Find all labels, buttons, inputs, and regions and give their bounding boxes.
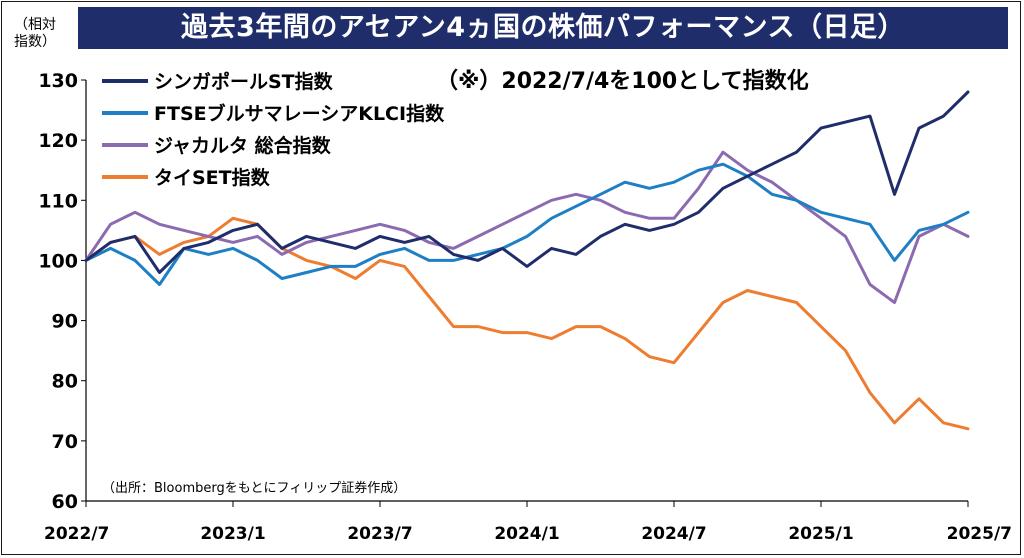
legend-label-0: シンガポールST指数 [154, 70, 334, 93]
legend-label-2: ジャカルタ 総合指数 [154, 134, 332, 157]
series-line-2 [84, 150, 970, 304]
y-tick-label: 120 [38, 130, 78, 152]
y-tick-label: 80 [52, 371, 78, 393]
y-unit-label: （相対 指数） [14, 17, 56, 51]
source-note: （出所：Bloombergをもとにフィリップ証券作成） [102, 480, 406, 496]
x-tick-label: 2024/1 [494, 524, 559, 544]
x-tick-label: 2024/7 [641, 524, 706, 544]
x-tick-label: 2022/7 [44, 524, 109, 544]
y-unit-label-line2: 指数） [14, 34, 56, 50]
y-tick-label: 90 [52, 311, 78, 333]
index-note: （※）2022/7/4を100として指数化 [436, 68, 809, 94]
series-line-3 [84, 216, 970, 431]
y-tick-label: 60 [52, 491, 78, 513]
y-tick-label: 110 [38, 190, 78, 212]
y-unit-label-line1: （相対 [14, 17, 56, 33]
legend-label-3: タイSET指数 [154, 166, 271, 189]
series-line-1 [84, 162, 970, 286]
legend-label-1: FTSEブルサマレーシアKLCI指数 [154, 102, 445, 125]
x-tick-label: 2025/7 [947, 524, 1012, 544]
axes: 60 70 80 90 100 110 120 130 2022/7 2023/1 2023/7 20… [38, 70, 1012, 544]
y-tick-label: 70 [52, 431, 78, 453]
x-tick-label: 2025/1 [788, 524, 853, 544]
series-layer [84, 90, 970, 431]
y-tick-label: 130 [38, 70, 78, 92]
x-tick-label: 2023/7 [347, 524, 412, 544]
y-tick-label: 100 [38, 250, 78, 272]
chart-title: 過去3年間のアセアン4ヵ国の株価パフォーマンス（日足） [78, 7, 1008, 49]
x-tick-label: 2023/1 [200, 524, 265, 544]
series-line-0 [84, 90, 970, 274]
